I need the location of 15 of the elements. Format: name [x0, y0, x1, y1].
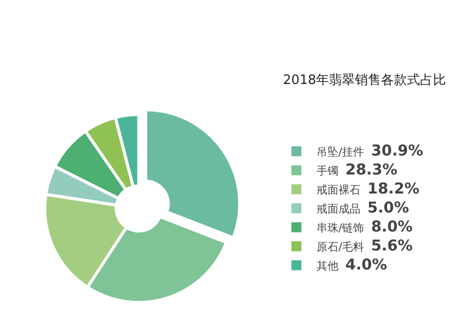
- legend-label: 原石/毛料: [316, 240, 364, 254]
- chart-title: 2018年翡翠销售各款式占比: [283, 73, 446, 88]
- legend-label: 戒面裸石: [316, 184, 360, 197]
- data-label: 18.2%: [367, 180, 420, 198]
- data-label: 5.0%: [367, 198, 410, 217]
- legend-label: 吊坠/挂件: [316, 146, 364, 159]
- data-label: 8.0%: [371, 218, 413, 236]
- data-label: 5.6%: [371, 236, 413, 255]
- data-label: 30.9%: [371, 142, 424, 160]
- legend-label: 戒面成品: [316, 202, 360, 216]
- data-label: 4.0%: [345, 256, 388, 274]
- data-label: 28.3%: [345, 160, 398, 179]
- legend-label: 其他: [316, 260, 338, 273]
- legend-label: 手镯: [316, 164, 338, 178]
- legend-label: 串珠/链饰: [316, 222, 364, 235]
